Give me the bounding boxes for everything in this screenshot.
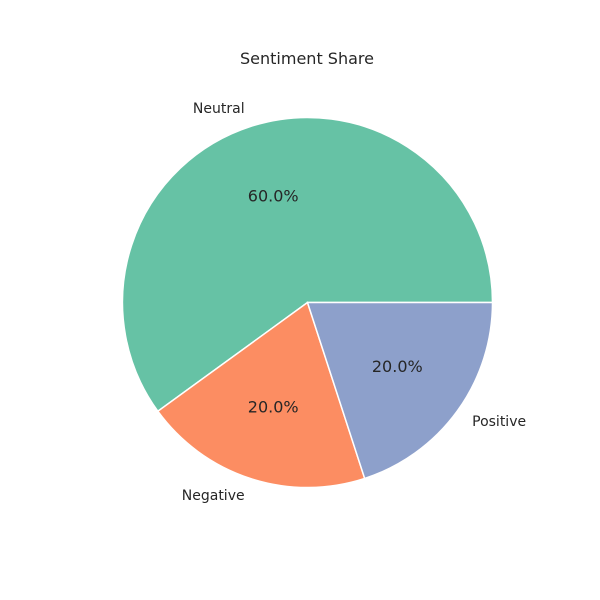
percent-label-positive: 20.0%: [372, 357, 423, 376]
percent-label-neutral: 60.0%: [248, 186, 299, 205]
slice-label-positive: Positive: [472, 414, 526, 430]
percent-label-negative: 20.0%: [248, 398, 299, 417]
pie-slice-positive: [306, 301, 494, 480]
pie-slice-neutral: [121, 116, 494, 413]
slice-label-negative: Negative: [182, 488, 245, 504]
slice-label-neutral: Neutral: [193, 101, 245, 117]
pie-slices: [121, 116, 494, 489]
pie-slice-negative: [156, 301, 366, 489]
pie-labels: Neutral 60.0% Negative 20.0% Positive 20.0%: [182, 101, 526, 504]
chart-title: Sentiment Share: [240, 49, 374, 68]
